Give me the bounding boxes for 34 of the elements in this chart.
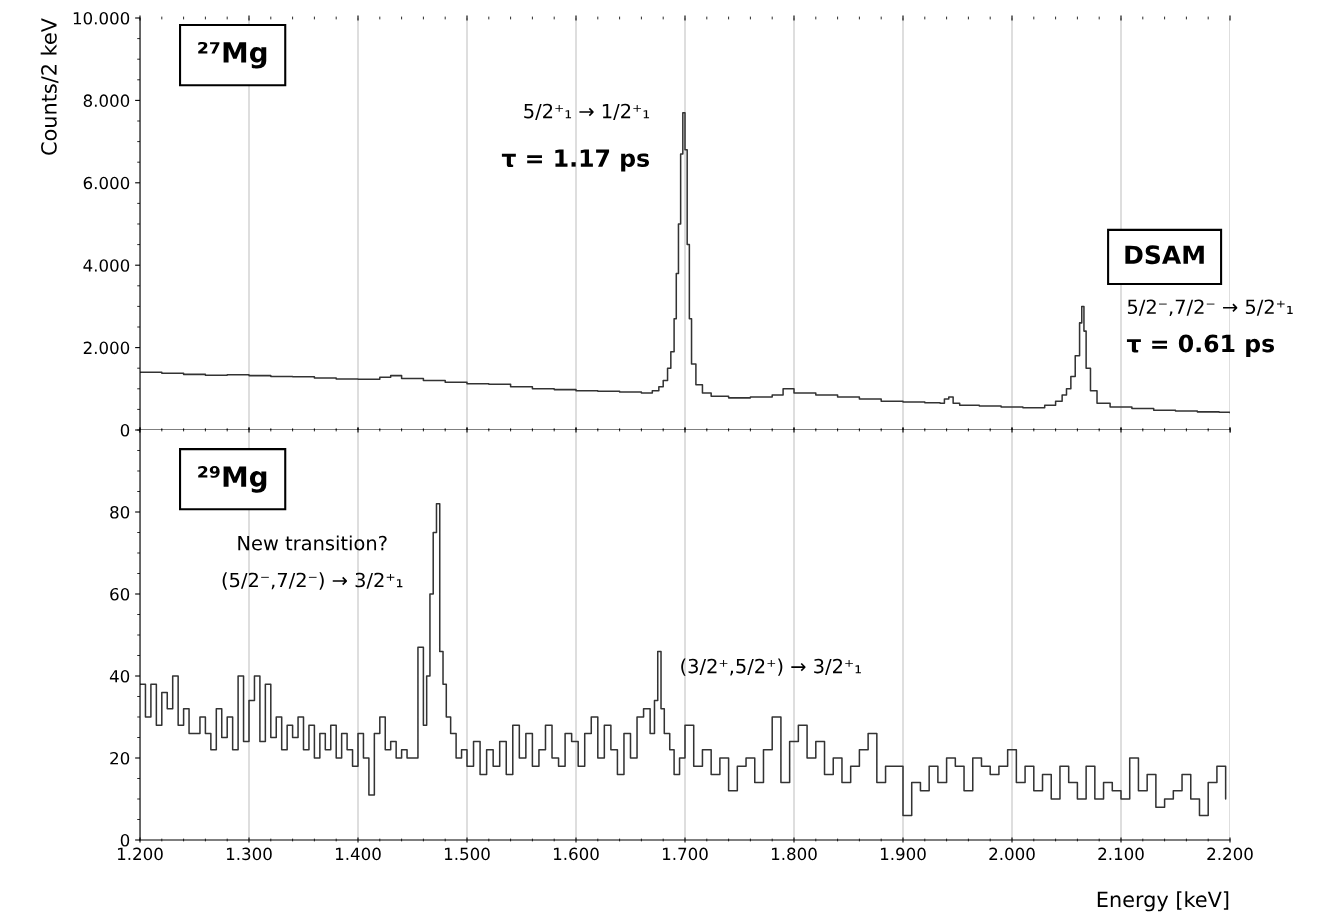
x-axis-title: Energy [keV] [1097,891,1229,912]
y-tick-label: 20 [110,751,130,765]
x-tick-label: 1.400 [335,847,381,861]
x-tick-label: 2.200 [1207,847,1253,861]
annotation: (3/2⁺,5/2⁺) → 3/2⁺₁ [681,658,861,676]
y-tick-label: 0 [120,423,130,437]
annotation: τ = 0.61 ps [1126,334,1275,357]
annotation: New transition? [238,535,387,551]
annotation: 5/2⁺₁ → 1/2⁺₁ [524,103,650,120]
x-tick-label: 1.900 [880,847,926,861]
x-tick-label: 1.300 [226,847,272,861]
annotation: ²⁹Mg [198,466,267,493]
annotation: 5/2⁻,7/2⁻ → 5/2⁺₁ [1127,299,1293,317]
annotation: (5/2⁻,7/2⁻) → 3/2⁺₁ [222,572,403,590]
y-tick-label: 4.000 [83,259,130,272]
y-axis-title: Counts/2 keV [40,18,59,155]
y-tick-label: 10.000 [73,11,130,25]
y-tick-label: 40 [109,669,130,683]
x-tick-label: 1.500 [444,847,490,861]
y-tick-label: 2.000 [83,341,130,355]
annotation: DSAM [1125,245,1204,265]
y-tick-label: 6.000 [83,176,130,190]
x-tick-label: 2.000 [989,847,1035,861]
x-tick-label: 1.700 [662,847,708,861]
x-tick-label: 1.800 [771,847,817,861]
x-tick-label: 1.200 [117,847,163,861]
annotation: ²⁷Mg [198,41,267,69]
x-tick-label: 1.600 [553,847,599,861]
x-tick-label: 2.100 [1098,847,1144,861]
y-tick-label: 60 [110,587,130,601]
y-tick-label: 0 [120,833,130,847]
annotation: τ = 1.17 ps [501,149,650,172]
y-tick-label: 80 [110,505,130,519]
y-tick-label: 8.000 [83,94,130,107]
